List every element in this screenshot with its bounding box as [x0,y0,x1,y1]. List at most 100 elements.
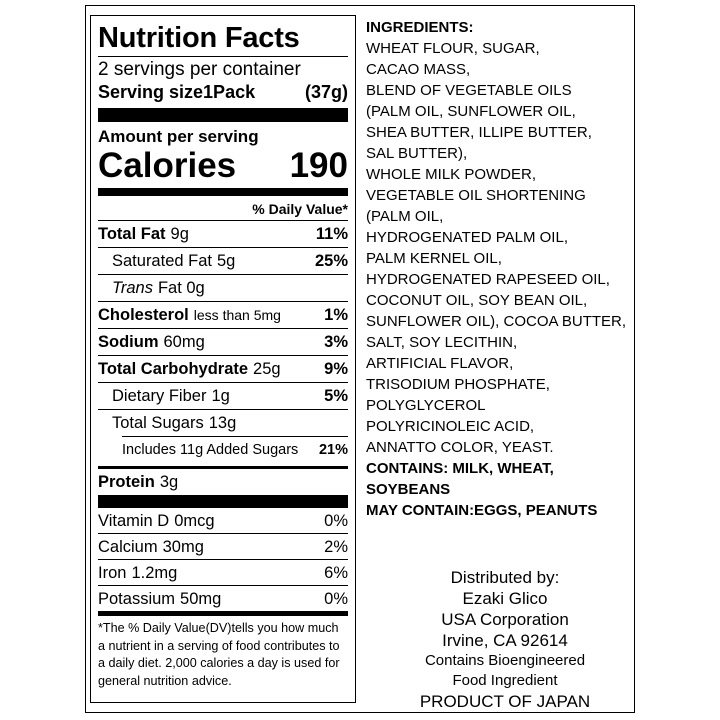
nutrient-amount: 25g [253,360,281,378]
allergen-line: CONTAINS: MILK, WHEAT, [366,460,554,477]
nutrient-amount: 60mg [163,333,205,351]
serving-size-value: 1Pack [203,82,256,102]
daily-value: 1% [324,306,348,324]
vitamin-list: Vitamin D 0mcg 0% Calcium 30mg 2% Iron 1.2mg 6% P… [98,508,348,611]
bar [98,611,348,616]
daily-value: 0% [324,590,348,608]
serving-size: Serving size 1Pack (37g) [98,81,348,105]
calories-label: Calories [98,146,237,185]
daily-value: 25% [314,252,348,270]
ingredient-line: VEGETABLE OIL SHORTENING [366,187,586,204]
nutrient-name: Total Fat [98,225,166,243]
nutrient-amount: 50mg [180,590,222,608]
calories-row: Calories 190 [98,146,348,186]
nutrient-row: Potassium 50mg 0% [98,585,348,611]
daily-value: 6% [324,564,348,582]
calories-value: 190 [289,146,348,185]
ingredient-line: PALM KERNEL OIL, [366,250,502,267]
distributor: Distributed by: Ezaki Glico USA Corporatio… [370,567,640,712]
daily-value: 21% [318,442,348,458]
nutrient-row: Total Fat 9g 11% [98,220,348,247]
nutrient-name: Protein [98,473,155,491]
facts-title: Nutrition Facts [98,16,348,57]
nutrient-row: Cholesterol less than 5mg 1% [98,301,348,328]
ingredients-heading: INGREDIENTS: [366,19,474,36]
ingredient-line: BLEND OF VEGETABLE OILS [366,82,572,99]
nutrient-row: Includes 11g Added Sugars 21% [122,436,348,463]
nutrient-amount: 30mg [162,538,204,556]
distributor-line: Contains Bioengineered [424,652,586,669]
nutrient-amount: 13g [208,414,237,432]
ingredient-line: WHEAT FLOUR, SUGAR, [366,40,540,57]
ingredient-line: HYDROGENATED PALM OIL, [366,229,568,246]
nutrient-row: Sodium 60mg 3% [98,328,348,355]
nutrient-name: Sodium [98,333,159,351]
thick-bar [98,188,348,196]
ingredient-line: SALT, SOY LECITHIN, [366,334,518,351]
ingredient-line: SHEA BUTTER, ILLIPE BUTTER, [366,124,592,141]
nutrient-name: Vitamin D [98,512,170,530]
nutrient-row: Vitamin D 0mcg 0% [98,508,348,533]
distributor-line: PRODUCT OF JAPAN [419,692,591,711]
nutrition-facts-panel: Nutrition Facts 2 servings per container… [90,15,356,703]
distributor-line: Food Ingredient [452,672,558,689]
nutrient-amount: less than 5mg [193,307,281,323]
nutrient-row: Total Sugars 13g [98,409,348,436]
ingredient-line: POLYRICINOLEIC ACID, [366,418,535,435]
distributor-line: Ezaki Glico [462,589,548,608]
nutrient-amount: 3g [159,473,179,491]
distributor-line: USA Corporation [441,610,569,629]
nutrient-amount: 1.2mg [131,564,178,582]
ingredient-line: HYDROGENATED RAPESEED OIL, [366,271,610,288]
amount-per-serving: Amount per serving [98,127,259,146]
nutrient-list: Total Fat 9g 11% Saturated Fat 5g 25% Trans Fat… [98,220,348,495]
nutrient-amount: 5g [216,252,236,270]
thick-bar [98,108,348,122]
may-contain: MAY CONTAIN:EGGS, PEANUTS [366,502,598,519]
nutrient-amount: Fat 0g [157,279,205,297]
ingredient-line: SUNFLOWER OIL), COCOA BUTTER, [366,313,627,330]
nutrient-name: Total Carbohydrate [98,360,249,378]
ingredient-line: POLYGLYCEROL [366,397,486,414]
daily-value: 9% [324,360,348,378]
serving-weight: (37g) [304,82,348,102]
dv-header: % Daily Value* [252,201,348,217]
nutrient-row: Trans Fat 0g [98,274,348,301]
ingredient-line: COCONUT OIL, SOY BEAN OIL, [366,292,588,309]
nutrient-name: Includes 11g Added Sugars [122,442,299,458]
nutrient-name: Cholesterol [98,306,189,324]
ingredient-line: TRISODIUM PHOSPHATE, [366,376,550,393]
nutrient-name: Total Sugars [112,414,204,432]
nutrient-row: Total Carbohydrate 25g 9% [98,355,348,382]
ingredient-line: ARTIFICIAL FLAVOR, [366,355,514,372]
servings: 2 servings per container [98,59,301,80]
footnote: *The % Daily Value(DV)tells you how much… [98,621,340,688]
distributor-line: Distributed by: [450,568,560,587]
thick-bar [98,495,348,508]
nutrient-amount: 9g [170,225,189,243]
distributor-line: Irvine, CA 92614 [442,631,568,650]
nutrient-row: Iron 1.2mg 6% [98,559,348,585]
nutrient-name: Iron [98,564,127,582]
nutrient-row: Calcium 30mg 2% [98,533,348,559]
ingredients: INGREDIENTS: WHEAT FLOUR, SUGAR, CACAO MA… [366,17,631,521]
daily-value: 11% [315,225,348,243]
ingredient-line: SAL BUTTER), [366,145,468,162]
ingredient-line: CACAO MASS, [366,61,471,78]
daily-value: 3% [324,333,348,351]
serving-size-label: Serving size [98,82,204,102]
nutrient-name: Saturated Fat [112,252,212,270]
allergen-line: SOYBEANS [366,481,451,498]
nutrient-amount: 0mcg [174,512,215,530]
nutrient-name: Calcium [98,538,158,556]
ingredient-line: WHOLE MILK POWDER, [366,166,537,183]
nutrient-name: Dietary Fiber [112,387,207,405]
nutrient-row: Protein 3g [98,466,348,495]
nutrient-amount: 1g [211,387,230,405]
nutrient-row: Saturated Fat 5g 25% [98,247,348,274]
ingredient-line: ANNATTO COLOR, YEAST. [366,439,554,456]
daily-value: 2% [324,538,348,556]
nutrient-row: Dietary Fiber 1g 5% [98,382,348,409]
daily-value: 0% [324,512,348,530]
